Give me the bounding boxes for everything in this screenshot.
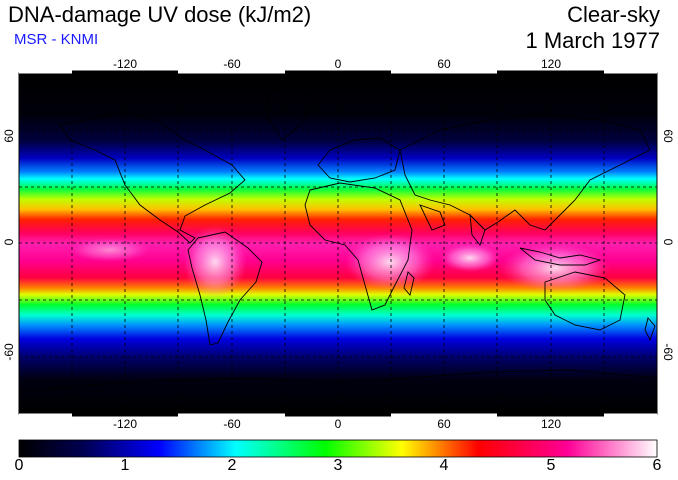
colorbar: [18, 439, 658, 458]
data-source-label: MSR - KNMI: [14, 31, 99, 48]
colorbar-label: 4: [439, 457, 449, 474]
lon-tick-bottom: 120: [540, 417, 562, 431]
map-title: DNA-damage UV dose (kJ/m2): [8, 2, 312, 27]
sky-condition-label: Clear-sky: [567, 2, 660, 27]
colorbar-label: 1: [120, 457, 130, 474]
graticule: [19, 73, 657, 414]
colorbar-label: 0: [14, 457, 24, 474]
colorbar-label: 2: [227, 457, 237, 474]
lon-tick-top: 0: [334, 57, 342, 71]
lon-tick-top: 120: [540, 57, 562, 71]
lon-tick-bottom: -120: [112, 417, 138, 431]
lon-tick-bottom: 60: [437, 417, 451, 431]
map-frame: [18, 70, 658, 417]
date-label: 1 March 1977: [525, 28, 660, 53]
lon-tick-top: -120: [112, 57, 138, 71]
lon-tick-bottom: -60: [223, 417, 241, 431]
colorbar-label: 6: [652, 457, 662, 474]
lon-tick-bottom: 0: [334, 417, 342, 431]
coastlines: [19, 85, 657, 393]
lon-tick-top: 60: [437, 57, 451, 71]
lon-tick-top: -60: [223, 57, 241, 71]
colorbar-label: 3: [333, 457, 343, 474]
colorbar-label: 5: [546, 457, 556, 474]
